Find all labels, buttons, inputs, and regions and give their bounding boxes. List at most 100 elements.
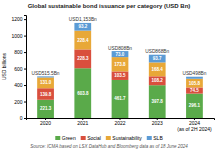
total-label: USD498Bn [182, 71, 206, 76]
data-label: 103.5 [114, 73, 126, 78]
bar [112, 57, 129, 71]
bar [186, 79, 203, 88]
y-tick-label: 0 [20, 115, 23, 121]
x-tick: 2020 [40, 118, 51, 126]
data-label: 108.2 [152, 78, 164, 83]
total-label: USD868Bn [145, 49, 169, 54]
bar-series [37, 49, 203, 99]
data-label: 221.3 [40, 106, 52, 111]
bar [149, 76, 166, 85]
x-axis: 2020 2021 2022 2023 2024(as of 2H 2024) [27, 118, 215, 132]
bars [37, 23, 203, 118]
y-tick: 1200 [11, 16, 26, 22]
y-tick-label: 200 [14, 99, 23, 105]
legend-swatch [81, 136, 86, 140]
legend-item: SLB [147, 135, 164, 141]
x-tick-label-line: (as of 2H 2024) [177, 126, 212, 132]
x-tick: 2021 [77, 118, 88, 126]
y-tick-label: 800 [14, 49, 23, 55]
data-label: 93.2 [78, 24, 87, 29]
data-label: 397.8 [152, 99, 164, 104]
y-tick-mark [24, 118, 26, 119]
bar-series [37, 23, 203, 79]
data-label: 603.8 [77, 91, 89, 96]
data-label: 228.3 [77, 56, 89, 61]
x-tick-label: 2021 [77, 120, 88, 126]
y-tick-mark [24, 69, 26, 70]
data-label: 93.7 [153, 56, 162, 61]
data-label: 296.1 [189, 103, 201, 108]
y-tick: 0 [20, 115, 26, 121]
bar [37, 77, 54, 88]
bar [74, 23, 91, 31]
title: Global sustainable bond issuance per cat… [28, 3, 191, 9]
y-tick-label: 400 [14, 82, 23, 88]
bar [186, 94, 203, 118]
y-axis: 0 200 400 600 800 1000 1200 [11, 16, 26, 122]
bar [149, 85, 166, 118]
bar [112, 80, 129, 118]
bar [186, 87, 203, 93]
bar [149, 62, 166, 76]
x-tick-label-line: 2022 [114, 120, 125, 126]
y-tick: 200 [14, 99, 26, 105]
bar [37, 76, 54, 77]
y-tick: 1000 [11, 33, 26, 39]
x-tick-label: 2024(as of 2H 2024) [177, 120, 212, 132]
y-tick-label: 1200 [11, 16, 22, 22]
chart-svg: Global sustainable bond issuance per cat… [0, 0, 218, 150]
legend-swatch [147, 136, 152, 140]
bar [186, 77, 203, 79]
total-label: USD515.5Bn [32, 71, 60, 76]
y-tick: 400 [14, 82, 26, 88]
bar [37, 88, 54, 100]
bar [37, 100, 54, 118]
data-label: 139.8 [40, 92, 52, 97]
bar [149, 55, 166, 63]
x-tick-label: 2020 [40, 120, 51, 126]
bar-series [37, 68, 203, 118]
legend-item: Sustainability [106, 135, 142, 141]
x-tick: 2023 [152, 118, 163, 126]
x-tick: 2022 [114, 118, 125, 126]
legend-label: Social [87, 135, 101, 141]
data-label: 74.5 [190, 88, 199, 93]
legend-label: Green [62, 135, 76, 141]
bar [112, 71, 129, 80]
y-tick-label: 600 [14, 66, 23, 72]
x-tick-label: 2022 [114, 120, 125, 126]
data-label: 228.4 [77, 38, 89, 43]
legend: Green Social Sustainability SLB [55, 135, 163, 141]
data-label: 168.4 [152, 67, 164, 72]
y-tick: 800 [14, 49, 26, 55]
data-labels: 221.3 603.8 461.7 397.8 296.1 139.8 228.3 103.5… [40, 24, 201, 111]
legend-swatch [106, 136, 111, 140]
data-label: 73.0 [116, 52, 125, 57]
legend-item: Green [55, 135, 76, 141]
y-tick-mark [24, 19, 26, 20]
bar [74, 31, 91, 50]
legend-swatch [55, 136, 60, 140]
bar [74, 49, 91, 68]
x-tick-label-line: 2020 [40, 120, 51, 126]
y-axis-line [24, 16, 27, 119]
total-label: USD808Bn [108, 46, 132, 51]
y-tick-mark [24, 102, 26, 103]
y-tick-mark [24, 85, 26, 86]
bar [74, 68, 91, 118]
legend-label: Sustainability [112, 135, 142, 141]
y-tick-mark [24, 52, 26, 53]
x-tick-label: 2023 [152, 120, 163, 126]
y-axis-title: USD billions [1, 52, 7, 80]
data-label: 105.8 [189, 81, 201, 86]
legend-item: Social [81, 135, 101, 141]
x-tick-label-line: 2023 [152, 120, 163, 126]
y-tick-label: 1000 [11, 33, 22, 39]
x-tick: 2024(as of 2H 2024) [177, 118, 212, 132]
y-tick: 600 [14, 66, 26, 72]
bar [112, 51, 129, 57]
total-label: USD1,153Bn [69, 17, 97, 22]
data-label: 461.7 [114, 96, 126, 101]
y-tick-mark [24, 36, 26, 37]
bar-series [37, 31, 203, 89]
